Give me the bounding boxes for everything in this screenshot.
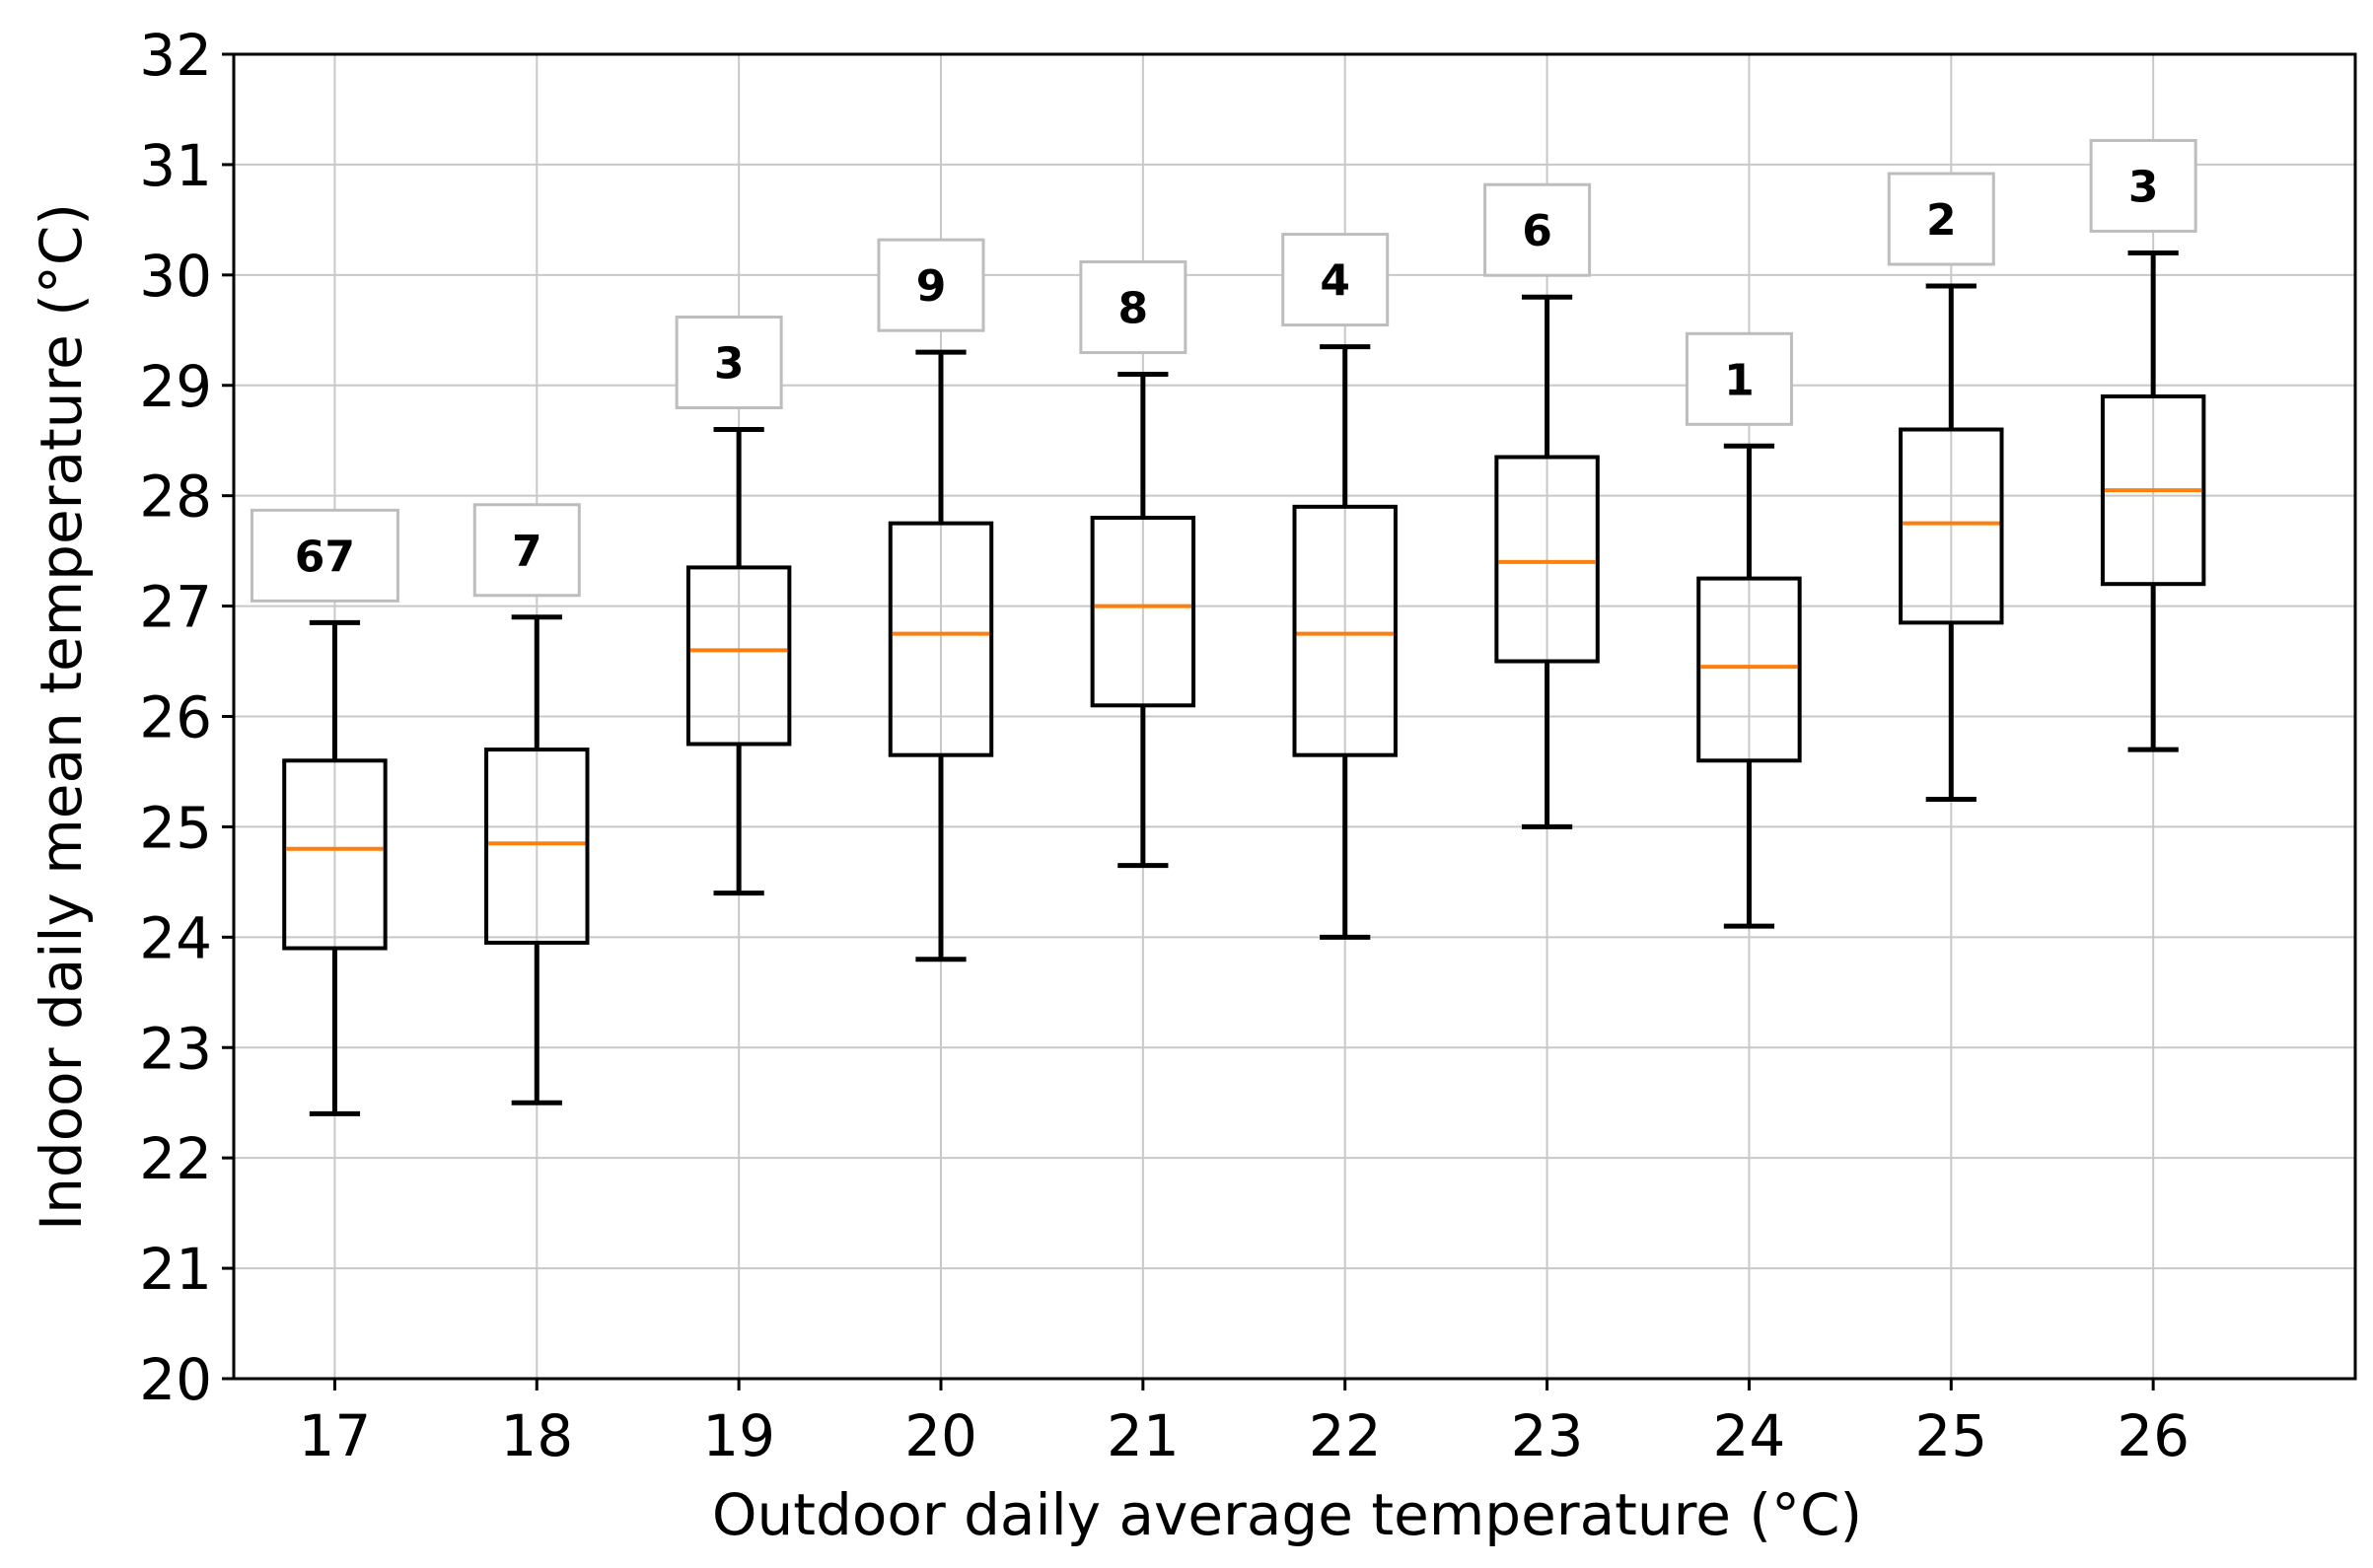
x-tick-label: 25 [1914, 1402, 1987, 1469]
count-label-text: 1 [1724, 355, 1755, 405]
iqr-box [685, 565, 792, 747]
box-17 [282, 619, 388, 1116]
count-label-17: 67 [250, 508, 399, 603]
count-label-text: 67 [295, 532, 355, 582]
count-label-box [2089, 138, 2197, 233]
count-label-text: 7 [512, 527, 542, 577]
count-label-box [877, 238, 985, 332]
x-axis-title: Outdoor daily average temperature (°C) [712, 1481, 1862, 1548]
y-tick-label: 32 [139, 22, 212, 89]
y-tick-label: 29 [139, 353, 212, 420]
y-tick-label: 25 [139, 794, 212, 861]
x-tick-label: 19 [702, 1402, 775, 1469]
count-label-text: 9 [916, 261, 947, 312]
box-26 [2100, 249, 2206, 752]
iqr-box [1899, 427, 2004, 625]
boxes-group [282, 249, 2206, 1116]
count-label-20: 9 [877, 238, 985, 332]
y-tick-label: 24 [139, 904, 212, 971]
x-tick-label: 17 [299, 1402, 372, 1469]
iqr-box [1292, 504, 1398, 757]
count-label-box [1685, 331, 1793, 426]
box-21 [1090, 372, 1196, 869]
x-tick-label: 20 [904, 1402, 977, 1469]
count-label-box [675, 316, 783, 410]
count-label-18: 7 [472, 503, 581, 598]
y-axis-title: Indoor daily mean temperature (°C) [28, 203, 95, 1231]
iqr-box [282, 758, 388, 951]
count-label-24: 1 [1685, 331, 1793, 426]
count-label-21: 8 [1079, 260, 1187, 355]
box-24 [1696, 443, 1802, 929]
count-label-26: 3 [2089, 138, 2197, 233]
count-label-text: 4 [1320, 256, 1350, 307]
count-label-box [1887, 172, 1995, 266]
count-label-text: 8 [1118, 284, 1149, 334]
box-25 [1899, 283, 2004, 802]
y-tick-label: 23 [139, 1015, 212, 1082]
y-tick-label: 21 [139, 1236, 212, 1303]
count-labels-group: 67 7 3 9 8 4 6 1 2 3 [250, 138, 2197, 603]
box-23 [1494, 294, 1600, 829]
count-label-22: 4 [1281, 233, 1390, 327]
y-tick-label: 30 [139, 243, 212, 310]
iqr-box [888, 521, 994, 757]
y-tick-label: 20 [139, 1346, 212, 1413]
y-tick-label: 22 [139, 1125, 212, 1192]
count-label-19: 3 [675, 316, 783, 410]
x-tick-label: 18 [500, 1402, 573, 1469]
x-tick-label: 22 [1309, 1402, 1382, 1469]
box-18 [484, 614, 590, 1105]
count-label-25: 2 [1887, 172, 1995, 266]
y-tick-label: 31 [139, 132, 212, 199]
iqr-box [484, 748, 590, 945]
iqr-box [1090, 516, 1196, 708]
x-tick-label: 24 [1713, 1402, 1786, 1469]
x-tick-label: 21 [1107, 1402, 1180, 1469]
count-label-box [1079, 260, 1187, 355]
box-20 [888, 349, 994, 962]
y-tick-label: 28 [139, 463, 212, 531]
count-label-text: 2 [1926, 195, 1957, 246]
y-tick-label: 26 [139, 684, 212, 751]
count-label-text: 6 [1522, 206, 1552, 256]
count-label-box [472, 503, 581, 598]
x-tick-label: 26 [2117, 1402, 2190, 1469]
count-label-text: 3 [2128, 162, 2159, 212]
iqr-box [1494, 455, 1600, 664]
count-label-box [1483, 182, 1592, 277]
x-tick-label: 23 [1511, 1402, 1584, 1469]
box-22 [1292, 344, 1398, 940]
box-19 [685, 427, 792, 896]
count-label-23: 6 [1483, 182, 1592, 277]
iqr-box [2100, 393, 2206, 587]
y-tick-label: 27 [139, 574, 212, 641]
count-label-box [250, 508, 399, 603]
iqr-box [1696, 576, 1802, 763]
count-label-box [1281, 233, 1390, 327]
count-label-text: 3 [714, 339, 745, 390]
